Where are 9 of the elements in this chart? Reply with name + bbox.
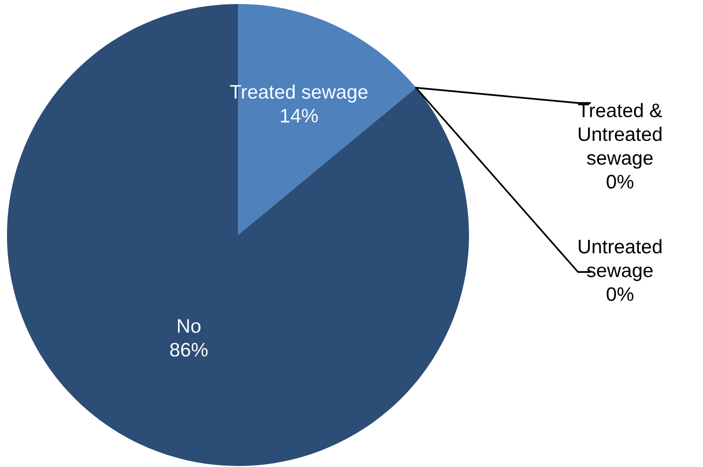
category-label: Treated & Untreated sewage <box>578 103 662 169</box>
pie-slice <box>7 4 469 466</box>
text: 0% <box>606 174 634 189</box>
slice-label: Treated sewage <box>230 84 368 103</box>
category-label: Untreated sewage <box>578 239 662 282</box>
slice-label: No <box>178 319 200 333</box>
data-label: 86% <box>170 342 208 357</box>
text: 0% <box>606 287 634 301</box>
data-label: 14% <box>281 108 318 122</box>
